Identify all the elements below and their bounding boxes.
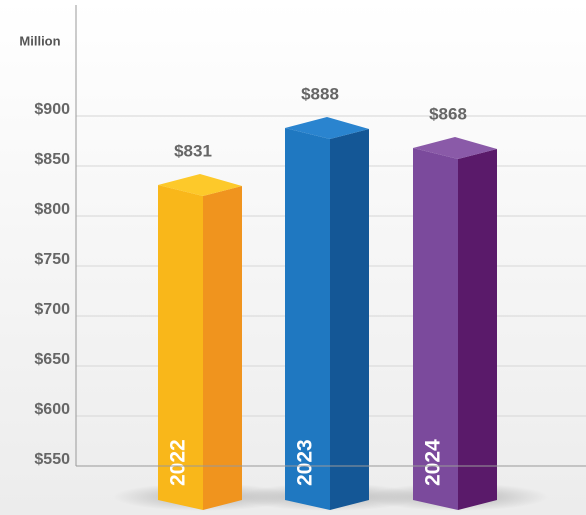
y-tick-label: $650 — [34, 351, 70, 368]
bar-top — [413, 137, 497, 159]
bar-top — [285, 117, 369, 139]
value-label: $831 — [174, 141, 212, 160]
bar — [413, 148, 458, 510]
value-label: $888 — [301, 84, 339, 103]
bar-side — [458, 149, 497, 510]
y-axis-label: Million — [19, 33, 60, 48]
bar — [158, 185, 203, 510]
y-tick-label: $750 — [34, 251, 70, 268]
y-tick-label: $850 — [34, 151, 70, 168]
bar-side — [203, 186, 242, 510]
y-tick-label: $900 — [34, 101, 70, 118]
bar-side — [330, 129, 369, 510]
y-tick-label: $600 — [34, 401, 70, 418]
category-label: 2023 — [294, 439, 317, 486]
bar — [285, 128, 330, 510]
category-label: 2024 — [422, 439, 445, 486]
value-label: $868 — [429, 104, 467, 123]
y-tick-label: $800 — [34, 201, 70, 218]
bar-top — [158, 174, 242, 196]
y-tick-label: $700 — [34, 301, 70, 318]
category-label: 2022 — [167, 439, 190, 486]
y-tick-label: $550 — [34, 451, 70, 468]
